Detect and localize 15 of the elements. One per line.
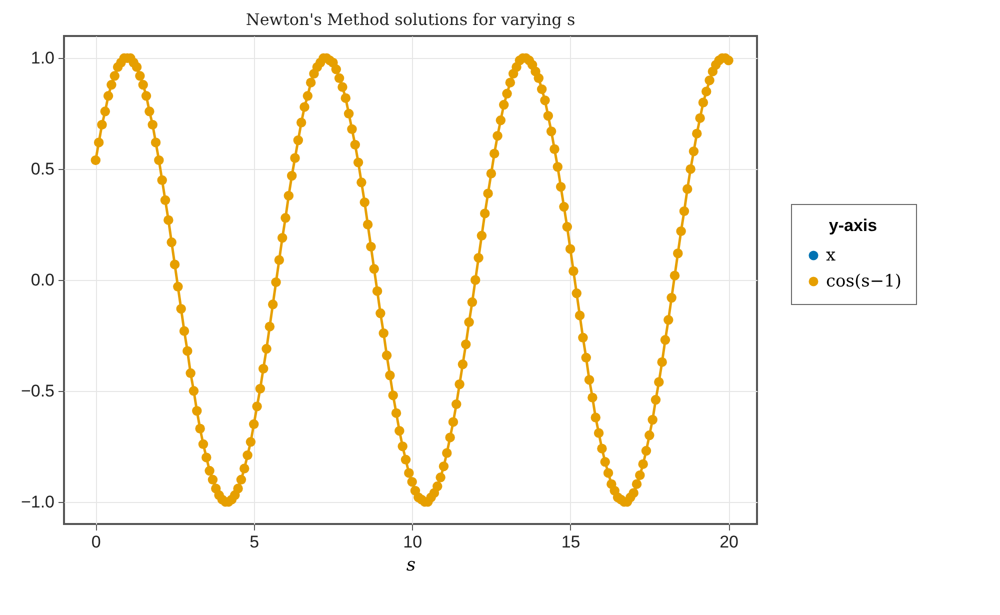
x-tick-label: 10 (403, 532, 422, 552)
x-tick-label: 5 (250, 532, 260, 552)
x-axis-title: s (406, 554, 416, 576)
x-tick-label: 0 (91, 532, 101, 552)
y-tick-label: 1.0 (30, 48, 54, 68)
legend-title: y-axis (828, 216, 878, 235)
y-tick-label: 0.0 (30, 270, 54, 290)
x-tick-label: 15 (561, 532, 580, 552)
chart-title: Newton's Method solutions for varying s (246, 10, 576, 29)
y-tick-label: −1.0 (20, 492, 54, 512)
y-tick-label: 0.5 (30, 160, 54, 179)
legend-label: x (826, 246, 836, 266)
legend-label: cos(s−1) (826, 272, 902, 292)
x-tick-label: 20 (720, 532, 738, 552)
y-tick-label: −0.5 (20, 381, 54, 400)
